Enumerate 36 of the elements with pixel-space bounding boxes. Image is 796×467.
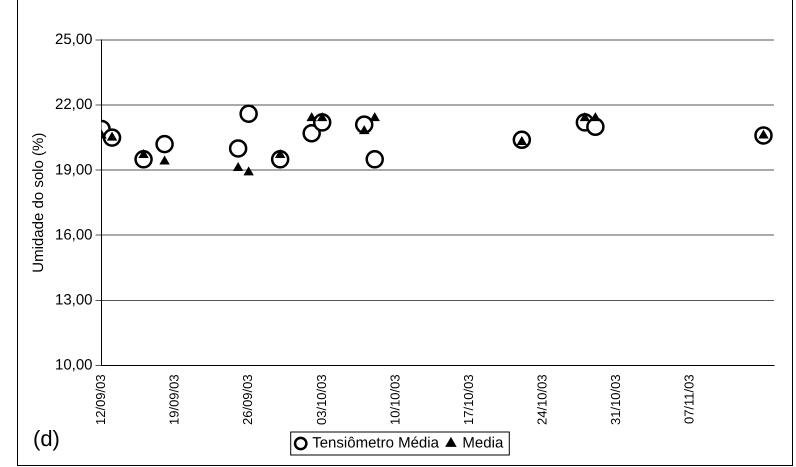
x-tick-label: 03/10/03 [314, 374, 329, 426]
point [155, 134, 174, 154]
x-tick-label: 24/10/03 [534, 374, 550, 426]
point [586, 118, 605, 136]
point [244, 166, 254, 176]
legend-label: Media [462, 434, 504, 452]
x-tick-label: 17/10/03 [460, 374, 476, 426]
legend-label: Tensiômetro Média [312, 434, 440, 452]
x-tick-label: 31/10/03 [608, 374, 623, 426]
x-tick-label: 10/10/03 [387, 374, 402, 426]
point [306, 112, 317, 122]
point [138, 149, 148, 158]
y-tick-label: 13,00 [54, 291, 93, 308]
point [228, 139, 248, 158]
x-tick-label: 19/09/03 [166, 374, 182, 426]
point [317, 112, 328, 122]
point [370, 112, 380, 122]
x-tick-label: 26/09/03 [240, 374, 256, 426]
y-axis-title: Umidade do solo (%) [30, 132, 48, 273]
x-tick-label: 07/11/03 [682, 374, 697, 424]
y-tick-label: 16,00 [54, 226, 93, 244]
point [239, 104, 258, 124]
point [590, 112, 600, 122]
point [302, 124, 321, 143]
point [580, 112, 590, 122]
point [365, 150, 384, 169]
y-tick-label: 22,00 [54, 96, 93, 114]
text: (d) [33, 426, 60, 452]
point [275, 149, 285, 158]
x-tick-label: 12/09/03 [93, 374, 108, 426]
point [359, 126, 370, 134]
y-tick-label: 19,00 [54, 161, 93, 178]
y-tick-label: 10,00 [54, 356, 93, 374]
y-tick-label: 25,00 [54, 31, 93, 48]
point [233, 162, 243, 171]
point [160, 156, 170, 164]
